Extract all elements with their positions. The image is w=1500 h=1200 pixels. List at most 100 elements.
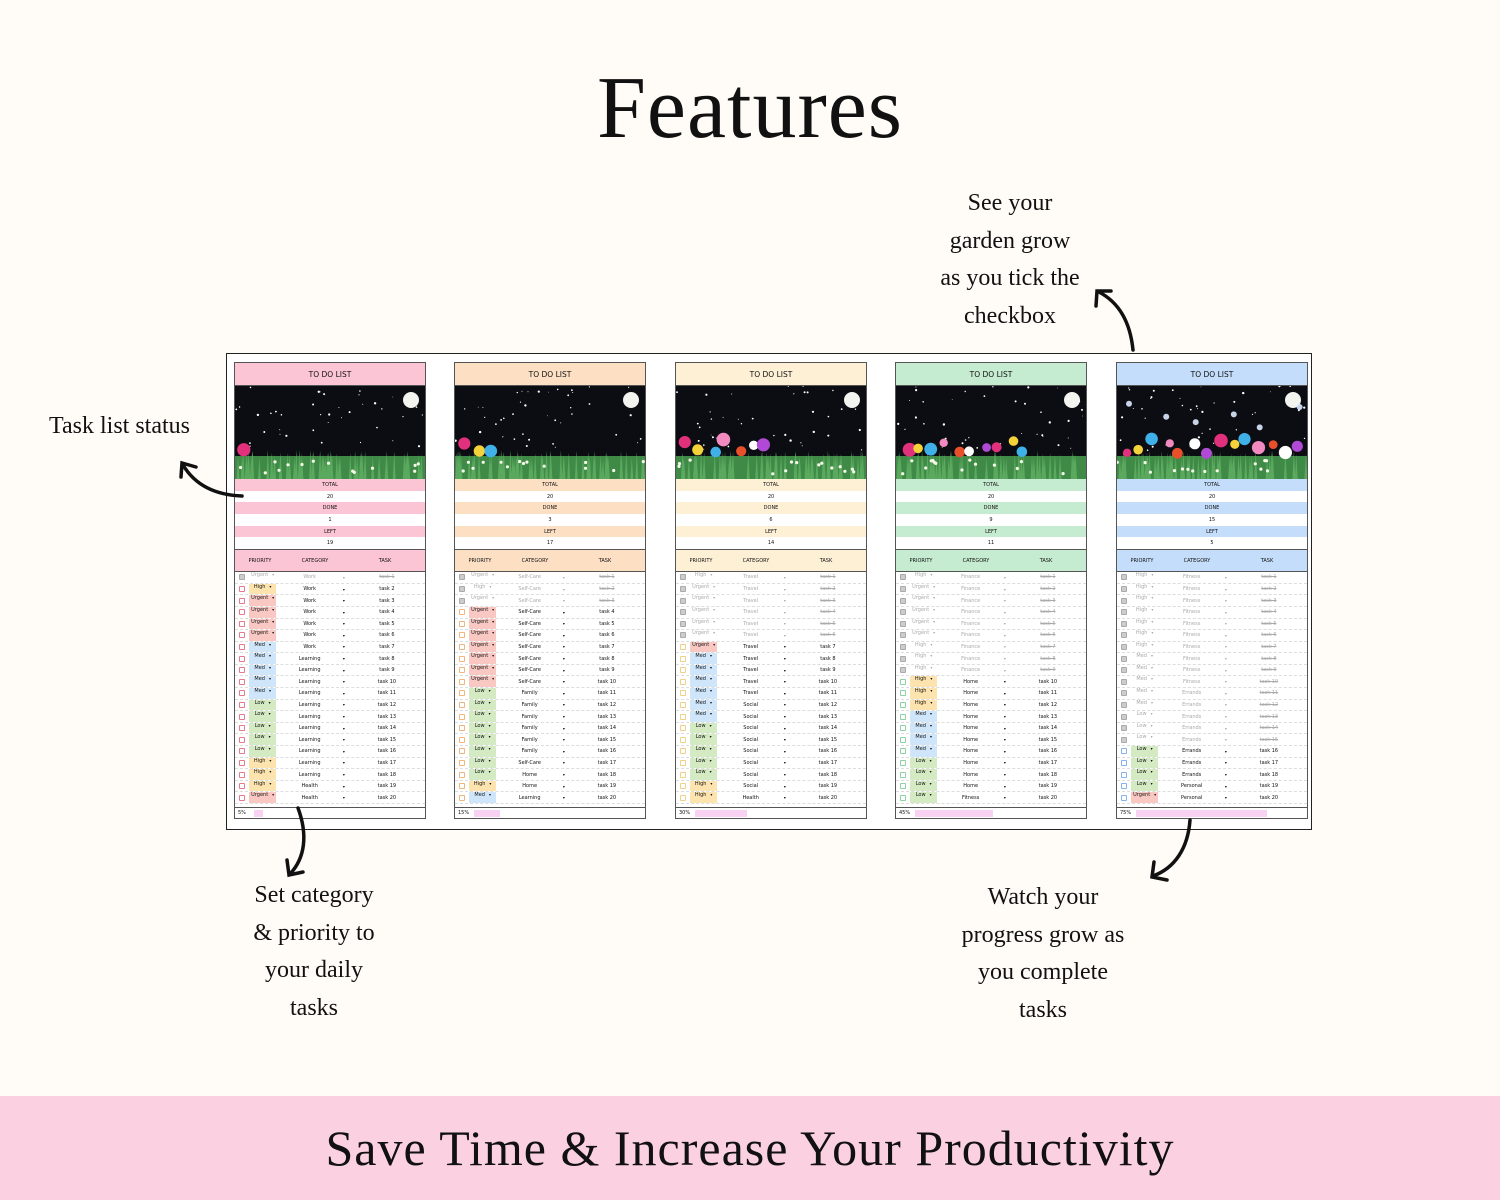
priority-dropdown[interactable]: Low ▾ (690, 757, 718, 769)
task-name[interactable]: task 9 (379, 667, 395, 674)
task-checkbox[interactable] (459, 655, 465, 662)
priority-dropdown[interactable]: Med ▾ (1131, 665, 1158, 676)
category-dropdown[interactable]: Travel (743, 586, 759, 593)
task-checkbox[interactable] (239, 701, 245, 708)
task-checkbox[interactable] (1121, 794, 1127, 801)
category-dropdown[interactable]: Finance (961, 667, 981, 674)
task-checkbox[interactable] (900, 609, 906, 616)
task-name[interactable]: task 19 (597, 783, 617, 790)
task-checkbox[interactable] (459, 713, 465, 720)
task-checkbox[interactable] (680, 586, 686, 593)
category-dropdown[interactable]: Fitness (1183, 678, 1201, 685)
priority-dropdown[interactable]: Low ▾ (249, 722, 277, 734)
priority-dropdown[interactable]: Med ▾ (910, 711, 938, 722)
category-dropdown[interactable]: Health (301, 794, 318, 801)
task-checkbox[interactable] (900, 632, 906, 639)
task-checkbox[interactable] (459, 690, 465, 697)
category-dropdown[interactable]: Home (963, 759, 979, 766)
task-checkbox[interactable] (680, 690, 686, 697)
task-name[interactable]: task 20 (818, 794, 838, 801)
task-checkbox[interactable] (900, 690, 906, 697)
category-dropdown[interactable]: Finance (961, 609, 981, 616)
task-name[interactable]: task 3 (1261, 597, 1277, 604)
task-name[interactable]: task 12 (1038, 701, 1058, 708)
task-checkbox[interactable] (1121, 783, 1127, 790)
priority-dropdown[interactable]: Urgent ▾ (469, 618, 497, 630)
priority-dropdown[interactable]: Low ▾ (469, 688, 497, 699)
priority-dropdown[interactable]: Urgent ▾ (249, 792, 277, 803)
priority-dropdown[interactable]: Urgent ▾ (690, 595, 717, 606)
task-name[interactable]: task 12 (377, 701, 397, 708)
category-dropdown[interactable]: Learning (298, 771, 321, 778)
task-checkbox[interactable] (1121, 771, 1127, 778)
category-dropdown[interactable]: Finance (961, 574, 981, 581)
task-checkbox[interactable] (680, 701, 686, 708)
priority-dropdown[interactable]: High ▾ (910, 642, 937, 653)
priority-dropdown[interactable]: Low ▾ (469, 711, 497, 722)
category-dropdown[interactable]: Errands (1182, 690, 1202, 697)
priority-dropdown[interactable]: High ▾ (690, 572, 717, 583)
task-name[interactable]: task 10 (1259, 678, 1279, 685)
task-checkbox[interactable] (459, 701, 465, 708)
category-dropdown[interactable]: Learning (298, 678, 321, 685)
category-dropdown[interactable]: Family (521, 748, 538, 755)
task-checkbox[interactable] (900, 620, 906, 627)
task-checkbox[interactable] (1121, 643, 1127, 650)
task-checkbox[interactable] (680, 725, 686, 732)
task-checkbox[interactable] (239, 794, 245, 801)
task-name[interactable]: task 13 (1259, 713, 1279, 720)
category-dropdown[interactable]: Work (303, 643, 317, 650)
category-dropdown[interactable]: Learning (518, 794, 541, 801)
category-dropdown[interactable]: Learning (298, 759, 321, 766)
priority-dropdown[interactable]: Urgent ▾ (910, 595, 937, 606)
task-checkbox[interactable] (459, 632, 465, 639)
task-checkbox[interactable] (680, 783, 686, 790)
priority-dropdown[interactable]: High ▾ (910, 572, 937, 583)
task-name[interactable]: task 4 (1040, 609, 1056, 616)
task-name[interactable]: task 2 (820, 586, 836, 593)
task-name[interactable]: task 17 (597, 759, 617, 766)
task-checkbox[interactable] (459, 643, 465, 650)
task-checkbox[interactable] (1121, 586, 1127, 593)
task-name[interactable]: task 2 (1261, 586, 1277, 593)
category-dropdown[interactable]: Social (743, 736, 759, 743)
task-checkbox[interactable] (239, 586, 245, 593)
task-checkbox[interactable] (459, 586, 465, 593)
category-dropdown[interactable]: Home (963, 678, 979, 685)
category-dropdown[interactable]: Work (303, 574, 317, 581)
task-checkbox[interactable] (1121, 597, 1127, 604)
task-checkbox[interactable] (1121, 655, 1127, 662)
task-name[interactable]: task 20 (597, 794, 617, 801)
task-name[interactable]: task 10 (818, 678, 838, 685)
task-checkbox[interactable] (900, 736, 906, 743)
priority-dropdown[interactable]: Low ▾ (910, 780, 938, 792)
category-dropdown[interactable]: Errands (1182, 771, 1202, 778)
task-checkbox[interactable] (239, 655, 245, 662)
task-name[interactable]: task 16 (818, 748, 838, 755)
category-dropdown[interactable]: Self-Care (518, 609, 541, 616)
task-name[interactable]: task 13 (597, 713, 617, 720)
priority-dropdown[interactable]: Low ▾ (469, 734, 497, 746)
priority-dropdown[interactable]: High ▾ (910, 653, 937, 664)
task-name[interactable]: task 3 (1040, 597, 1056, 604)
task-name[interactable]: task 7 (1261, 643, 1277, 650)
task-checkbox[interactable] (680, 759, 686, 766)
priority-dropdown[interactable]: Med ▾ (690, 711, 718, 722)
category-dropdown[interactable]: Personal (1181, 794, 1203, 801)
priority-dropdown[interactable]: Med ▾ (249, 653, 277, 664)
task-checkbox[interactable] (900, 667, 906, 674)
task-checkbox[interactable] (239, 678, 245, 685)
task-name[interactable]: task 8 (599, 655, 615, 662)
priority-dropdown[interactable]: High ▾ (1131, 584, 1158, 595)
priority-dropdown[interactable]: Med ▾ (249, 676, 277, 688)
task-checkbox[interactable] (239, 783, 245, 790)
task-name[interactable]: task 16 (1038, 748, 1058, 755)
category-dropdown[interactable]: Fitness (962, 794, 980, 801)
category-dropdown[interactable]: Fitness (1183, 597, 1201, 604)
category-dropdown[interactable]: Work (303, 632, 317, 639)
priority-dropdown[interactable]: High ▾ (249, 780, 277, 792)
category-dropdown[interactable]: Home (963, 701, 979, 708)
task-checkbox[interactable] (680, 655, 686, 662)
priority-dropdown[interactable]: Urgent ▾ (249, 606, 277, 618)
task-name[interactable]: task 1 (379, 574, 395, 581)
